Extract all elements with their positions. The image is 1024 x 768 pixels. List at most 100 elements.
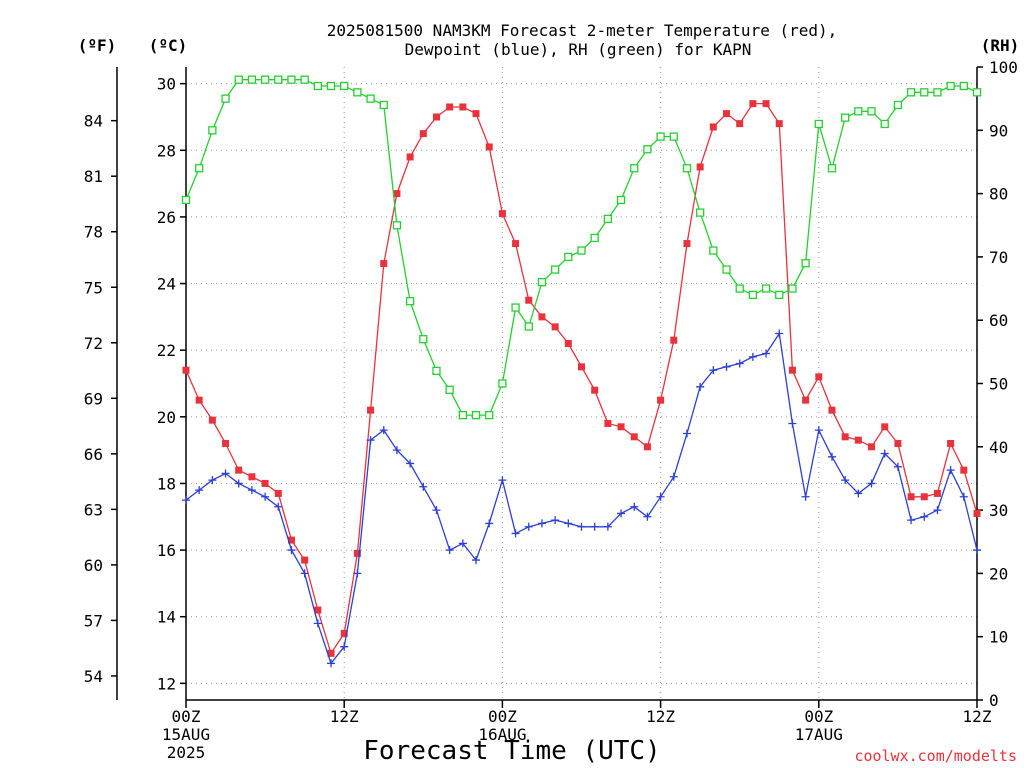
relative-humidity-point (313, 81, 322, 91)
dewpoint-point (669, 472, 678, 481)
relative-humidity-point (208, 126, 217, 135)
temperature-point (933, 489, 941, 497)
rh-tick-label: 100 (989, 58, 1018, 77)
dewpoint-point (946, 466, 955, 475)
fahrenheit-tick-label: 57 (84, 611, 103, 630)
dewpoint-point (511, 529, 520, 538)
dewpoint-point (656, 492, 665, 501)
relative-humidity-point (603, 214, 613, 224)
relative-humidity-point (801, 259, 810, 268)
relative-humidity-point (748, 290, 758, 300)
dewpoint-point (722, 362, 731, 371)
relative-humidity-point (933, 88, 942, 97)
relative-humidity-point (379, 100, 388, 110)
relative-humidity-point (274, 75, 283, 84)
relative-humidity-point (946, 81, 955, 91)
temperature-point (327, 649, 335, 657)
temperature-point (802, 396, 810, 404)
dewpoint-point (234, 479, 243, 488)
dewpoint-point (933, 506, 942, 515)
temperature-point (248, 473, 256, 481)
dewpoint-point (313, 619, 322, 628)
x-tick-date-label: 15AUG (162, 725, 210, 744)
x-tick-label: 12Z (646, 707, 675, 726)
temperature-point (683, 240, 691, 248)
temperature-point (736, 120, 744, 128)
temperature-point (947, 439, 955, 447)
dewpoint-point (392, 446, 401, 455)
temperature-point (459, 103, 467, 111)
relative-humidity-point (498, 379, 507, 388)
fahrenheit-tick-label: 75 (84, 278, 103, 297)
temperature-point (432, 113, 440, 121)
dewpoint-point (788, 419, 797, 428)
dewpoint-point (959, 492, 968, 501)
relative-humidity-point (353, 88, 362, 97)
relative-humidity-point (854, 107, 863, 116)
temperature-point (525, 296, 533, 304)
rh-tick-label: 30 (989, 501, 1008, 520)
x-tick-label: 00Z (804, 707, 833, 726)
rh-tick-label: 60 (989, 311, 1008, 330)
relative-humidity-point (458, 410, 468, 420)
temperature-point (788, 366, 796, 374)
dewpoint-line (185, 331, 978, 665)
relative-humidity-point (432, 366, 441, 375)
temperature-point (551, 323, 559, 331)
rh-tick-label: 50 (989, 375, 1008, 394)
relative-humidity-point (920, 88, 929, 97)
fahrenheit-tick-label: 84 (84, 112, 103, 131)
fahrenheit-tick-label: 66 (84, 445, 103, 464)
relative-humidity-point (485, 410, 494, 420)
relative-humidity-point (656, 132, 665, 141)
dewpoint-point (854, 489, 863, 498)
x-tick-year-label: 2025 (167, 743, 206, 762)
celsius-tick-label: 26 (157, 208, 176, 227)
dewpoint-point (445, 546, 454, 555)
celsius-tick-label: 18 (157, 474, 176, 493)
temperature-point (617, 423, 625, 431)
temperature-point (868, 443, 876, 451)
dewpoint-point (564, 519, 573, 528)
temperature-point (235, 466, 243, 474)
dewpoint-point (973, 546, 981, 555)
rh-tick-label: 10 (989, 628, 1008, 647)
relative-humidity-point (181, 195, 191, 205)
dewpoint-point (748, 352, 757, 361)
rh-tick-label: 20 (989, 564, 1008, 583)
temperature-point (498, 210, 506, 218)
temperature-point (960, 466, 968, 474)
x-tick-label: 00Z (172, 707, 201, 726)
temperature-point (287, 536, 295, 544)
dewpoint-point (907, 516, 916, 525)
relative-humidity-point (906, 88, 916, 97)
temperature-point (419, 130, 427, 138)
relative-humidity-point (630, 164, 639, 173)
temperature-point (828, 406, 836, 414)
relative-humidity-point (405, 297, 415, 306)
dewpoint-point (762, 349, 771, 358)
relative-humidity-point (867, 107, 876, 116)
dewpoint-point (696, 382, 705, 391)
chart-title-line2: Dewpoint (blue), RH (green) for KAPN (405, 40, 752, 59)
rh-tick-label: 90 (989, 121, 1008, 140)
temperature-point (881, 423, 889, 431)
temperature-point (512, 240, 520, 248)
relative-humidity-point (366, 94, 375, 103)
relative-humidity-point (775, 290, 784, 300)
dewpoint-point (366, 436, 375, 445)
relative-humidity-point (709, 246, 718, 255)
temperature-point (406, 153, 414, 161)
temperature-point (591, 386, 599, 394)
data-series (181, 75, 982, 668)
dewpoint-point (643, 512, 652, 521)
dewpoint-point (682, 429, 691, 438)
credit-text: coolwx.com/modelts (854, 747, 1017, 765)
temperature-point (261, 479, 269, 487)
temperature-point (472, 110, 480, 118)
temperature-point (841, 433, 849, 441)
temperature-point (894, 439, 902, 447)
relative-humidity-point (722, 265, 731, 274)
relative-humidity-point (761, 284, 771, 293)
